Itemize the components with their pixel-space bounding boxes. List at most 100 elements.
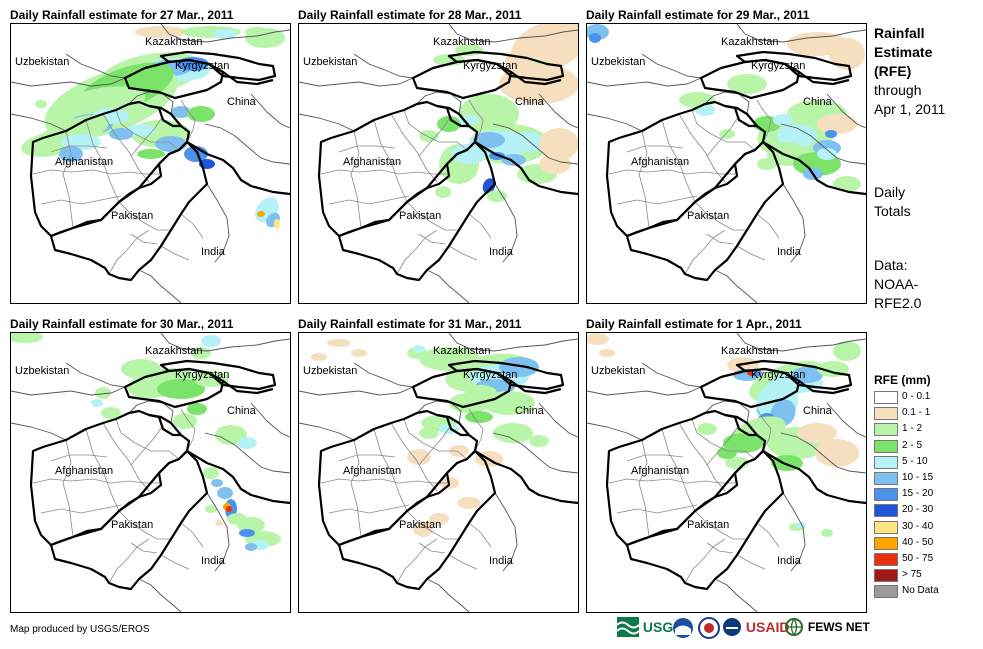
- province-boundary: [706, 424, 740, 466]
- rainfall-area: [482, 178, 496, 194]
- fewsnet-logo: FEWS NET: [784, 617, 870, 637]
- sidebar-totals-daily: Daily: [874, 184, 906, 200]
- international-border: [826, 93, 866, 129]
- international-border: [353, 362, 414, 388]
- country-label-uzbekistan: Uzbekistan: [15, 56, 70, 68]
- rainfall-area: [797, 423, 837, 443]
- country-label-uzbekistan: Uzbekistan: [303, 56, 358, 68]
- sidebar-line-rfe: (RFE): [874, 63, 912, 79]
- international-border: [204, 123, 290, 165]
- country-outline: [724, 380, 866, 505]
- country-label-afghanistan: Afghanistan: [343, 465, 402, 477]
- map-credit: Map produced by USGS/EROS: [10, 624, 150, 635]
- rainfall-area: [351, 349, 367, 357]
- legend-label: 0 - 0.1: [902, 391, 931, 402]
- rainfall-area: [413, 521, 433, 537]
- panel-title-5: Daily Rainfall estimate for 31 Mar., 201…: [298, 317, 522, 331]
- province-boundary: [448, 554, 478, 570]
- province-boundary: [626, 454, 684, 462]
- legend-swatch: [874, 423, 898, 437]
- rainfall-area: [752, 370, 762, 376]
- international-border: [826, 402, 866, 438]
- province-boundary: [468, 213, 492, 239]
- rainfall-area: [529, 435, 549, 447]
- international-border: [160, 333, 290, 352]
- international-border: [206, 183, 230, 263]
- rainfall-area: [717, 447, 737, 459]
- province-boundary: [684, 229, 726, 275]
- rainfall-area: [203, 467, 219, 479]
- international-border: [426, 269, 470, 303]
- international-border: [780, 432, 866, 474]
- rainfall-area: [239, 529, 255, 537]
- province-boundary: [418, 115, 452, 157]
- legend-swatch: [874, 455, 898, 469]
- country-outline: [337, 449, 497, 591]
- province-boundary: [320, 478, 447, 484]
- province-boundary: [756, 99, 772, 143]
- rainfall-area: [473, 132, 505, 148]
- noaa-emblem-icon: [673, 618, 693, 638]
- country-outline: [735, 359, 853, 391]
- legend-label: 20 - 30: [902, 504, 934, 516]
- usgs-wave-icon: [616, 617, 640, 637]
- rainfall-area: [237, 517, 265, 533]
- rainfall-area: [459, 115, 479, 125]
- map-canvas: [11, 24, 290, 303]
- country-label-india: India: [489, 555, 513, 567]
- province-boundary: [736, 245, 766, 261]
- rainfall-area: [695, 104, 715, 116]
- rainfall-area: [11, 333, 43, 343]
- international-border: [65, 362, 126, 388]
- rainfall-area: [187, 403, 207, 415]
- country-label-uzbekistan: Uzbekistan: [15, 365, 70, 377]
- rainfall-area: [791, 367, 823, 383]
- fewsnet-logo-text: FEWS NET: [807, 620, 870, 634]
- country-label-china: China: [515, 405, 544, 417]
- country-label-afghanistan: Afghanistan: [55, 156, 114, 168]
- province-boundary: [448, 245, 478, 261]
- country-outline: [159, 359, 277, 391]
- legend-label: 5 - 10: [902, 455, 928, 467]
- country-label-china: China: [803, 96, 832, 108]
- rainfall-area: [274, 219, 280, 229]
- province-boundary: [706, 233, 734, 245]
- international-border: [587, 386, 702, 396]
- rainfall-area: [95, 387, 111, 399]
- sidebar-line-date: Apr 1, 2011: [874, 101, 946, 117]
- rainfall-area: [419, 427, 439, 439]
- country-outline: [724, 71, 866, 196]
- usgs-logo: USGS: [616, 617, 683, 637]
- province-boundary: [108, 229, 150, 275]
- province-boundary: [62, 439, 74, 538]
- province-boundary: [638, 130, 650, 229]
- international-border: [492, 432, 578, 474]
- province-boundary: [403, 109, 468, 151]
- country-outline: [447, 359, 565, 391]
- province-boundary: [406, 510, 459, 540]
- rainfall-area: [245, 543, 257, 551]
- rainfall-map-28-mar: Kazakhstan Uzbekistan Kyrgyzstan China Afgha…: [298, 23, 579, 304]
- legend-label: 0.1 - 1: [902, 407, 931, 419]
- country-label-india: India: [489, 246, 513, 258]
- rainfall-area: [451, 144, 487, 164]
- province-boundary: [694, 201, 747, 231]
- province-boundary: [118, 510, 171, 540]
- legend-swatch: [874, 585, 898, 599]
- rainfall-area: [187, 106, 215, 122]
- rainfall-area: [211, 479, 223, 487]
- province-boundary: [691, 109, 756, 151]
- international-border: [206, 492, 230, 572]
- rainfall-map-29-mar: Kazakhstan Uzbekistan Kyrgyzstan China Afgha…: [586, 23, 867, 304]
- sidebar-line-rainfall: Rainfall: [874, 25, 925, 41]
- panel-title-4: Daily Rainfall estimate for 30 Mar., 201…: [10, 317, 234, 331]
- legend-label: > 75: [902, 569, 922, 581]
- rainfall-area: [487, 190, 507, 202]
- country-label-kyrgyzstan: Kyrgyzstan: [751, 60, 806, 72]
- rainfall-area: [723, 433, 763, 453]
- province-boundary: [468, 408, 484, 452]
- international-border: [353, 53, 414, 79]
- province-boundary: [32, 169, 159, 175]
- sidebar-totals-totals: Totals: [874, 203, 911, 219]
- legend-title: RFE (mm): [874, 373, 931, 387]
